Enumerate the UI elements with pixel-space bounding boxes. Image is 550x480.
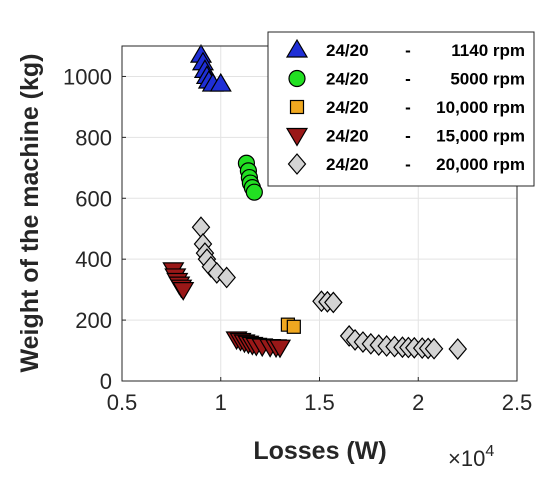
data-point — [268, 339, 292, 359]
y-tick-label: 1000 — [63, 64, 112, 89]
data-point — [217, 266, 236, 289]
legend-label-separator: - — [405, 70, 411, 89]
x-axis-ticks: 0.5 1 1.5 2 2.5 — [107, 377, 533, 415]
x-tick-label: 2 — [412, 390, 424, 415]
y-tick-label: 200 — [75, 308, 112, 333]
data-point — [324, 291, 343, 314]
legend-item: 24/20 - 20,000 rpm — [287, 153, 525, 175]
data-point — [245, 183, 263, 201]
legend-label-separator: - — [405, 127, 411, 146]
legend-box — [267, 31, 535, 187]
legend-item: 24/20 - 15,000 rpm — [285, 127, 525, 147]
x-tick-label: 1 — [215, 390, 227, 415]
legend-label-speed: 20,000 rpm — [436, 155, 525, 174]
y-axis-ticks: 0 200 400 600 800 1000 — [63, 64, 126, 394]
series-circle — [237, 154, 263, 201]
series-triangle-up — [189, 43, 232, 92]
legend-item: 24/20 - 1140 rpm — [285, 38, 525, 60]
x-axis-multiplier: ×104 — [448, 443, 494, 471]
y-axis-label: Weight of the machine (kg) — [16, 54, 44, 373]
y-tick-label: 600 — [75, 186, 112, 211]
x-axis-label: Losses (W) — [253, 437, 386, 465]
series-triangle-down — [162, 262, 292, 359]
legend-marker — [285, 38, 309, 58]
legend-label-config: 24/20 — [326, 98, 369, 117]
legend-label-speed: 1140 rpm — [451, 41, 525, 60]
data-point — [286, 319, 301, 334]
x-tick-label: 0.5 — [107, 390, 138, 415]
legend-label-separator: - — [405, 98, 411, 117]
legend-marker — [288, 69, 306, 88]
data-point — [172, 282, 195, 301]
legend-label-config: 24/20 — [326, 155, 369, 174]
x-tick-label: 2.5 — [502, 390, 533, 415]
x-axis-multiplier-base: ×10 — [448, 446, 485, 471]
legend-label-separator: - — [405, 41, 411, 60]
legend-label-config: 24/20 — [326, 70, 369, 89]
y-tick-label: 400 — [75, 247, 112, 272]
legend-label-config: 24/20 — [326, 127, 369, 146]
data-point — [448, 338, 468, 360]
x-axis-multiplier-exponent: 4 — [485, 443, 494, 460]
legend-marker — [289, 99, 305, 115]
series-diamond — [191, 216, 468, 360]
legend-label-separator: - — [405, 155, 411, 174]
legend-marker — [287, 153, 307, 175]
legend-label-config: 24/20 — [326, 41, 369, 60]
data-point — [424, 337, 444, 360]
y-tick-label: 0 — [100, 369, 112, 394]
data-point — [209, 72, 232, 92]
series-square — [280, 317, 301, 334]
legend-item: 24/20 - 10,000 rpm — [289, 98, 525, 117]
legend-label-speed: 5000 rpm — [450, 70, 525, 89]
legend-label-speed: 10,000 rpm — [436, 98, 525, 117]
y-tick-label: 800 — [75, 125, 112, 150]
data-points — [162, 43, 468, 360]
legend: 24/20 - 1140 rpm 24/20 - 5000 rpm 24/20 - 10,000… — [267, 31, 535, 187]
legend-label-speed: 15,000 rpm — [436, 127, 525, 146]
legend-item: 24/20 - 5000 rpm — [288, 69, 525, 89]
x-tick-label: 1.5 — [304, 390, 335, 415]
legend-marker — [285, 127, 309, 147]
